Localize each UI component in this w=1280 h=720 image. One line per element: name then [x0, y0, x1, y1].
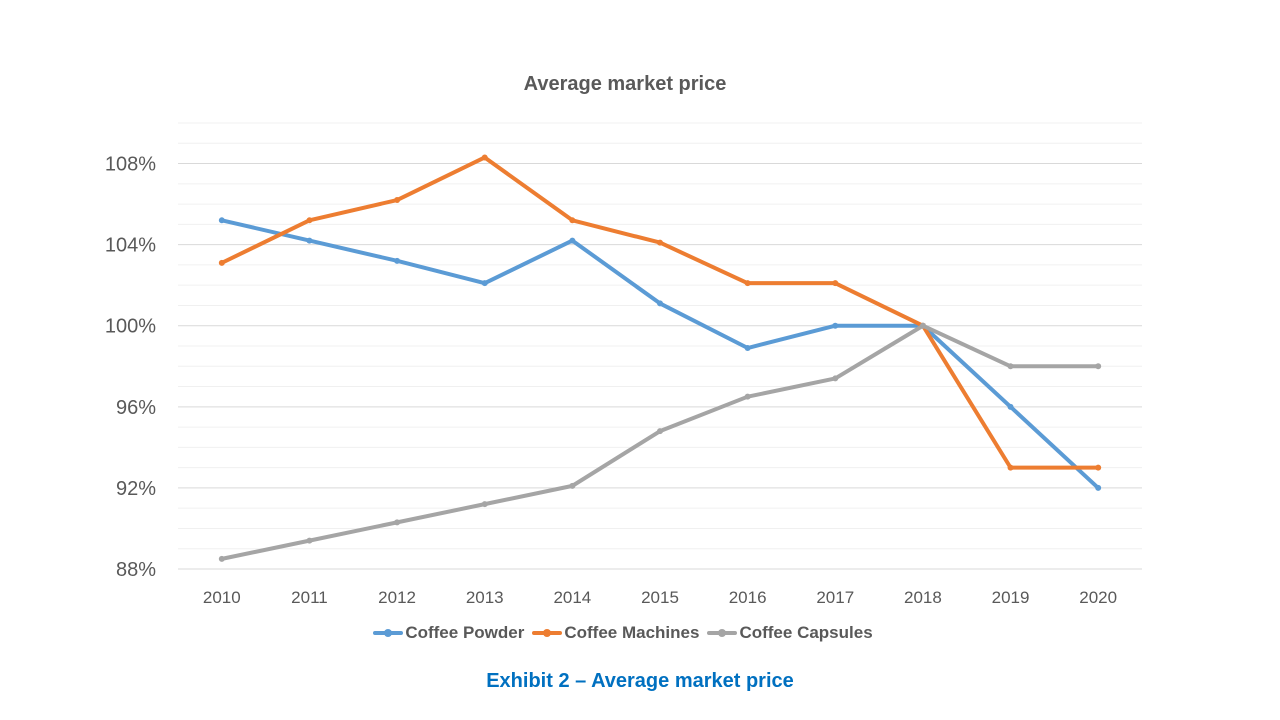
- y-tick-label: 92%: [116, 478, 156, 500]
- x-tick-label: 2012: [378, 588, 416, 607]
- data-point-coffee-powder: [1007, 403, 1014, 410]
- data-point-coffee-capsules: [569, 482, 576, 489]
- data-point-coffee-capsules: [1007, 363, 1014, 370]
- data-point-coffee-powder: [832, 322, 839, 329]
- data-point-coffee-powder: [394, 257, 401, 264]
- x-tick-label: 2014: [553, 588, 591, 607]
- data-point-coffee-machines: [657, 239, 663, 246]
- y-tick-label: 96%: [116, 397, 156, 419]
- legend-swatch-coffee-capsules: [707, 629, 738, 637]
- data-point-coffee-powder: [218, 217, 225, 224]
- data-point-coffee-powder: [569, 237, 576, 244]
- x-tick-label: 2016: [729, 588, 767, 607]
- data-point-coffee-powder: [481, 280, 488, 287]
- data-point-coffee-powder: [744, 345, 751, 352]
- x-tick-label: 2013: [466, 588, 504, 607]
- data-point-coffee-capsules: [832, 375, 839, 382]
- legend-item-coffee-capsules: Coffee Capsules: [707, 623, 873, 643]
- legend-swatch-coffee-powder: [373, 629, 404, 637]
- x-tick-label: 2018: [904, 588, 942, 607]
- y-tick-label: 104%: [105, 235, 156, 257]
- x-tick-label: 2019: [992, 588, 1030, 607]
- data-point-coffee-machines: [569, 217, 576, 224]
- gridlines: [178, 122, 1142, 570]
- legend-label: Coffee Capsules: [739, 623, 873, 642]
- series-line-coffee-capsules: [219, 323, 1101, 561]
- data-point-coffee-machines: [744, 280, 751, 287]
- series-lines: [218, 154, 1102, 562]
- legend: Coffee Powder Coffee Machines Coffee Capsu…: [0, 623, 1250, 643]
- x-tick-label: 2015: [641, 588, 679, 607]
- y-tick-label: 108%: [105, 154, 156, 176]
- series-coffee-powder: [218, 217, 1102, 491]
- y-tick-label: 100%: [105, 316, 156, 338]
- legend-item-coffee-powder: Coffee Powder: [373, 623, 524, 643]
- legend-label: Coffee Machines: [564, 623, 700, 642]
- y-tick-label: 88%: [116, 559, 156, 581]
- data-point-coffee-powder: [306, 237, 313, 244]
- x-tick-label: 2020: [1079, 588, 1117, 607]
- data-point-coffee-machines: [306, 217, 313, 224]
- x-tick-label: 2011: [291, 588, 328, 607]
- data-point-coffee-machines: [481, 154, 488, 161]
- data-point-coffee-machines: [218, 259, 225, 266]
- data-point-coffee-capsules: [657, 428, 663, 435]
- x-tick-label: 2010: [203, 588, 241, 607]
- data-point-coffee-machines: [1095, 464, 1102, 471]
- data-point-coffee-capsules: [394, 519, 401, 526]
- chart-title: Average market price: [523, 73, 727, 95]
- data-point-coffee-capsules: [481, 501, 488, 508]
- data-point-coffee-machines: [832, 280, 839, 287]
- series-coffee-capsules: [218, 322, 1102, 562]
- data-point-coffee-capsules: [919, 322, 926, 329]
- legend-swatch-coffee-machines: [532, 629, 563, 637]
- data-point-coffee-capsules: [218, 555, 225, 562]
- x-tick-label: 2017: [816, 588, 854, 607]
- data-point-coffee-capsules: [1095, 363, 1102, 370]
- legend-label: Coffee Powder: [405, 623, 525, 642]
- data-point-coffee-powder: [657, 300, 663, 307]
- data-point-coffee-machines: [1007, 464, 1014, 471]
- data-point-coffee-powder: [1095, 484, 1102, 491]
- data-point-coffee-capsules: [306, 537, 313, 544]
- data-point-coffee-machines: [394, 197, 401, 204]
- legend-item-coffee-machines: Coffee Machines: [532, 623, 699, 643]
- series-coffee-machines: [218, 154, 1102, 471]
- data-point-coffee-capsules: [744, 393, 751, 400]
- exhibit-caption: Exhibit 2 – Average market price: [486, 670, 794, 692]
- axes: 88% 92% 96% 100% 104% 108% 2010 2011 2012 2013 201…: [105, 154, 1142, 607]
